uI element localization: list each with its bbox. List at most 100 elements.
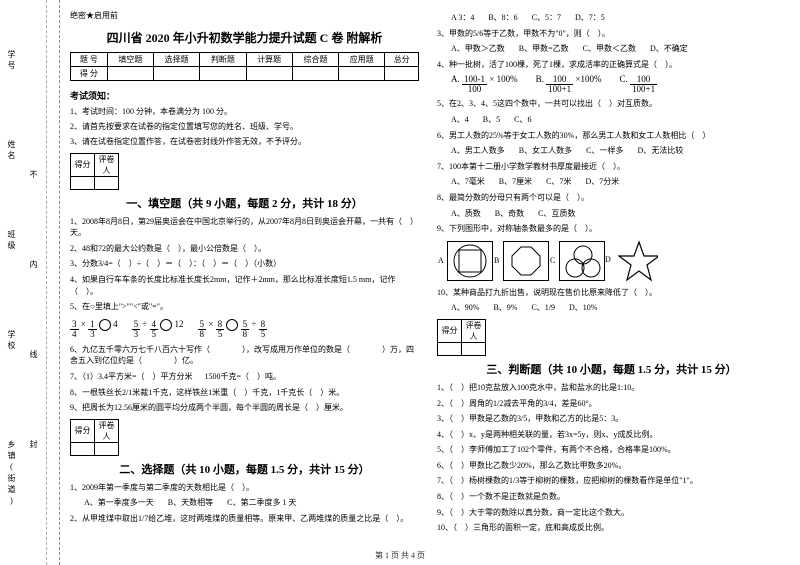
q2-4-opts: A. 100-1100 × 100% B. 100100+1 ×100% C. … [437, 74, 786, 94]
q2-7-opts: A、7毫米 B、7厘米 C、7米 D、7分米 [437, 176, 786, 188]
scorebox-label: 评卷人 [462, 319, 486, 342]
op: × [81, 319, 86, 329]
num: 4 [150, 320, 159, 329]
frac-expr: 53 ÷ 45 12 [132, 319, 184, 339]
q3-8: 8、（ ）一个数不是正数就是负数。 [437, 491, 786, 503]
opt: B、5 [483, 115, 500, 124]
th: 总分 [385, 53, 419, 67]
binding-label-class: 班级 [6, 230, 17, 252]
binding-label-town: 乡镇(街道) [6, 440, 17, 508]
q1-2: 2、48和72的最大公约数是（ ），最小公倍数是（ ）。 [70, 243, 419, 255]
scorebox-label: 评卷人 [95, 419, 119, 442]
q2-5: 5、在2、3、4、5这四个数中，一共可以找出（ ）对互质数。 [437, 98, 786, 110]
q2-1: 1、2009年第一季度与第二季度的天数相比是（ ）。 [70, 482, 419, 494]
frac-expr: 34 × 13 4 [70, 319, 118, 339]
den: 5 [259, 330, 268, 339]
binding-label-school: 学校 [6, 330, 17, 352]
den: 100 [466, 85, 484, 94]
den: 3 [88, 330, 97, 339]
note-item: 2、请首先按要求在试卷的指定位置填写您的姓名、班级、学号。 [70, 121, 419, 132]
opt: A、甲数＞乙数 [451, 44, 505, 53]
shape-label: B [494, 256, 499, 265]
q2-6-opts: A、男工人数多 B、女工人数多 C、一样多 D、无法比较 [437, 145, 786, 157]
opt: A、7毫米 [451, 177, 485, 186]
td-blank [339, 67, 385, 81]
content-columns: 绝密★启用前 四川省 2020 年小升初数学能力提升试题 C 卷 附解析 题 号… [60, 0, 800, 565]
scorebox-label: 评卷人 [95, 153, 119, 176]
opt: B、天数相等 [168, 498, 213, 507]
q2-1-opts: A、第一季度多一天 B、天数相等 C、第二季度多 1 天 [70, 497, 419, 509]
opt: C. 100100+1 [620, 74, 658, 94]
scorebox-blank [95, 442, 119, 455]
right-column: A 3：4 B、8：6 C、5：7 D、7：5 3、甲数的5/6等于乙数，甲数不… [437, 10, 786, 565]
opt: D、7分米 [585, 177, 619, 186]
opt-label: B. [536, 74, 544, 84]
q1-3: 3、分数3/4=（ ）÷（ ）＝（ ）：（ ）＝（ ）（小数） [70, 258, 419, 270]
q2-2-opts: A 3：4 B、8：6 C、5：7 D、7：5 [437, 12, 786, 24]
td-blank [200, 67, 246, 81]
num: 100 [635, 75, 653, 84]
th: 判断题 [200, 53, 246, 67]
scorebox-blank [462, 342, 486, 355]
num: 100 [551, 75, 569, 84]
binding-label-id: 学号 [6, 50, 17, 72]
num: 5 [132, 320, 141, 329]
shape-label: D [605, 255, 611, 264]
q3-5: 5、（ ）李师傅加工了102个零件，有两个不合格，合格率是100%。 [437, 444, 786, 456]
binding-margin: 学号 姓名 班级 学校 乡镇(街道) 不 内 线 封 [0, 0, 60, 565]
td-blank [153, 67, 199, 81]
compare-circle [99, 319, 111, 331]
den: 8 [241, 330, 250, 339]
opt: B、7厘米 [499, 177, 532, 186]
q2-9: 9、下列图形中，对称轴条数最多的是（ ）。 [437, 223, 786, 235]
q2-3: 3、甲数的5/6等于乙数，甲数不为"0"，则（ ）。 [437, 28, 786, 40]
tail: × 100% [489, 74, 517, 84]
page: 学号 姓名 班级 学校 乡镇(街道) 不 内 线 封 绝密★启用前 四川省 20… [0, 0, 800, 565]
shape-opt-a: A [447, 241, 493, 281]
td-label: 得 分 [71, 67, 108, 81]
th: 填空题 [107, 53, 153, 67]
opt: A、4 [451, 115, 469, 124]
opt: A 3：4 [451, 13, 474, 22]
den: 100+1 [630, 85, 657, 94]
q2-6: 6、男工人数的25%等于女工人数的30%，那么男工人数和女工人数相比（ ） [437, 130, 786, 142]
scorebox-label: 得分 [438, 319, 462, 342]
q3-7: 7、（ ）杨树棵数的1/3等于柳树的棵数，应把柳树的棵数看作是单位"1"。 [437, 475, 786, 487]
num: 8 [259, 320, 268, 329]
num: 100-1 [462, 75, 487, 84]
opt: B、甲数=乙数 [519, 44, 569, 53]
secret-label: 绝密★启用前 [70, 10, 419, 21]
num: 3 [70, 320, 79, 329]
opt: B、奇数 [495, 209, 524, 218]
opt: D、无法比较 [637, 146, 683, 155]
th: 选择题 [153, 53, 199, 67]
q-text: 7、（1）3.4平方米=（ ）平方分米 [70, 372, 193, 381]
op: × [208, 319, 213, 329]
shape-opt-c: C [559, 241, 605, 281]
three-circles-icon [563, 244, 601, 278]
num: 8 [216, 320, 225, 329]
q2-7: 7、100本第十二册小学数学教材书厚度最接近（ ）。 [437, 161, 786, 173]
scorebox-blank [95, 176, 119, 189]
op: ÷ [251, 319, 256, 329]
den: 100+1 [546, 85, 573, 94]
seal-dashline [46, 0, 47, 565]
q2-8-opts: A、质数 B、奇数 C、互质数 [437, 208, 786, 220]
compare-circle [160, 319, 172, 331]
section-scorebox: 得分评卷人 [70, 419, 419, 456]
opt: A、90% [451, 303, 479, 312]
th: 综合题 [292, 53, 338, 67]
shape-label: C [550, 256, 555, 265]
opt: B. 100100+1 ×100% [536, 74, 602, 94]
th: 计算题 [246, 53, 292, 67]
den: 5 [216, 330, 225, 339]
q1-5: 5、在○里填上">""<"或"="。 [70, 301, 419, 313]
td-blank [292, 67, 338, 81]
opt: A、质数 [451, 209, 481, 218]
note-item: 1、考试时间：100 分钟，本卷满分为 100 分。 [70, 106, 419, 117]
opt: A、男工人数多 [451, 146, 505, 155]
q2-2: 2、从甲堆煤中取出1/7给乙堆，这时两堆煤的质量相等。原来甲、乙两堆煤的质量之比… [70, 513, 419, 525]
star-icon [618, 240, 658, 282]
section-scorebox: 得分评卷人 [437, 319, 786, 356]
q3-4: 4、（ ）x、y是两种相关联的量，若3x=5y，则x、y成反比例。 [437, 429, 786, 441]
